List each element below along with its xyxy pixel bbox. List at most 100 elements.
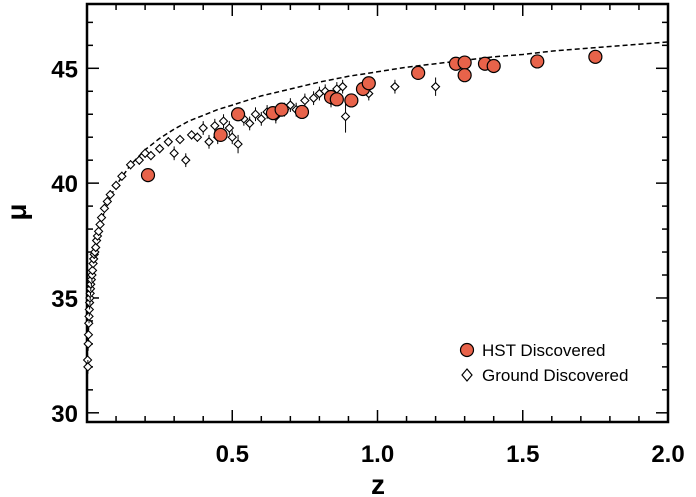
ground-point [96,212,107,223]
hst-point [294,104,310,120]
hst-circle-marker [274,102,289,117]
ground-diamond-marker [83,318,94,329]
hst-circle-marker [486,58,501,74]
x-tick-labels: 0.5 1.0 1.5 2.0 [216,441,685,468]
ground-diamond-marker [96,212,107,223]
hst-circle-marker [230,107,246,122]
ground-diamond-marker [105,189,116,200]
ground-point [99,203,110,214]
ground-discovered-series [82,77,441,374]
ground-diamond-marker [169,148,179,159]
ground-point [227,130,238,145]
legend-hst-marker [459,342,475,358]
ground-point [102,196,113,207]
ground-point [337,79,348,94]
hst-point [329,92,344,107]
legend-hst-label: HST Discovered [482,341,605,360]
ground-point [218,114,229,129]
ground-point [125,159,136,170]
hst-point [140,168,156,183]
ground-point [163,137,174,147]
ground-diamond-marker [285,100,296,110]
hst-circle-marker [457,68,472,83]
y-tick-labels: 30 35 40 45 [51,56,78,428]
ground-point [146,150,156,161]
hst-point [588,49,603,64]
ground-diamond-marker [300,95,310,106]
hst-circle-marker [361,76,376,91]
ground-diamond-marker [134,155,145,165]
ground-diamond-marker [83,362,93,372]
y-tick-label: 40 [51,171,78,198]
hst-circle-marker [588,49,603,64]
ground-diamond-marker [224,123,235,133]
ground-diamond-marker [154,143,165,154]
x-axis-title: z [371,469,385,497]
ground-diamond-marker [146,150,156,161]
ground-point [250,107,261,122]
ground-point [285,98,296,112]
ground-diamond-marker [340,111,351,122]
ground-diamond-marker [90,242,101,253]
ground-diamond-marker [233,139,243,149]
hst-point [361,76,376,91]
ground-point [390,79,400,94]
hst-circle-marker [140,168,156,183]
axis-ticks [87,4,669,422]
hst-circle-marker [530,54,545,69]
legend: HST Discovered Ground Discovered [459,341,628,385]
ground-diamond-marker [244,118,255,129]
ground-point [154,143,165,154]
ground-diamond-marker [140,148,150,159]
ground-point [210,118,220,133]
ground-diamond-marker [250,109,261,120]
ground-point [140,148,150,159]
y-tick-label: 45 [51,56,78,83]
y-axis-title: μ [1,203,32,220]
hst-point [213,127,228,143]
x-tick-label: 0.5 [216,441,249,468]
plot-area [82,2,670,424]
ground-diamond-marker [117,171,127,182]
x-tick-label: 1.5 [506,441,539,468]
y-tick-label: 35 [51,286,78,313]
hst-point [230,107,246,122]
ground-diamond-marker [163,137,174,147]
ground-diamond-marker [111,180,121,191]
ground-diamond-marker [198,123,208,133]
ground-point [105,189,116,200]
ground-point [93,226,104,237]
legend-ground-label: Ground Discovered [482,366,628,385]
ground-point [117,171,127,182]
hst-circle-marker [344,93,359,108]
ground-point [430,77,441,96]
ground-point [224,121,235,135]
hst-point [411,65,426,81]
hst-circle-marker [411,65,426,81]
ground-point [198,121,208,135]
ground-point [340,100,351,133]
ground-diamond-marker [390,81,400,92]
ground-diamond-marker [88,254,99,264]
ground-diamond-marker [256,114,267,124]
ground-diamond-marker [86,274,97,285]
ground-point [169,146,179,161]
ground-point [233,134,243,154]
ground-diamond-marker [125,159,136,170]
ground-diamond-marker [204,137,214,147]
x-tick-label: 1.0 [361,441,394,468]
ground-diamond-marker [84,304,95,315]
hst-point [457,68,472,83]
legend-ground-marker [461,368,473,382]
ground-diamond-marker [88,258,98,269]
ground-diamond-marker [84,311,94,322]
ground-diamond-marker [308,93,319,103]
ground-diamond-marker [218,116,229,126]
hst-discovered-series [140,49,603,183]
ground-diamond-marker [180,155,191,165]
ground-point [180,153,191,168]
hst-circle-marker [294,104,310,120]
ground-diamond-marker [83,329,94,340]
ground-point [192,132,203,142]
